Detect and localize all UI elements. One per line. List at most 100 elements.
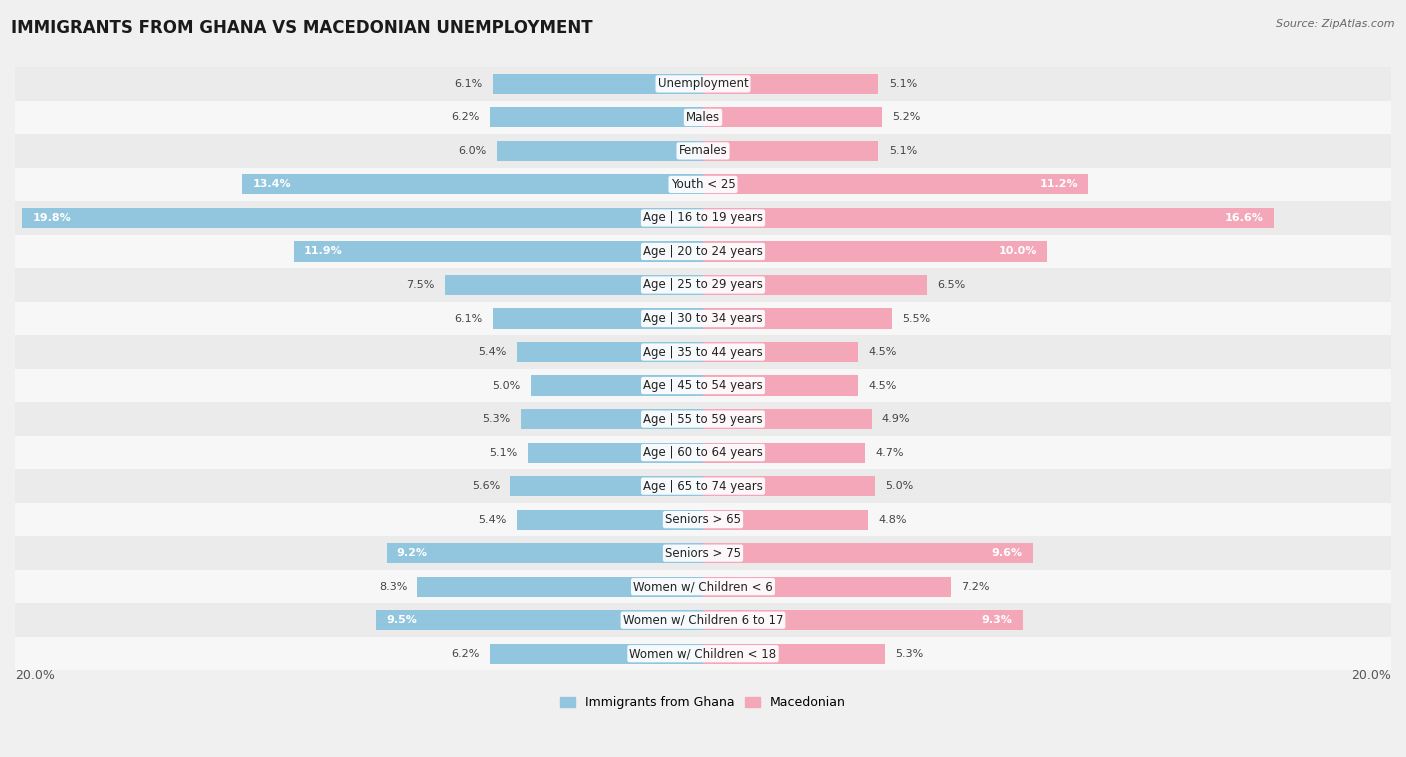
Text: 11.9%: 11.9% (304, 247, 343, 257)
Text: 19.8%: 19.8% (32, 213, 70, 223)
Text: 6.1%: 6.1% (454, 313, 482, 323)
Text: Women w/ Children < 6: Women w/ Children < 6 (633, 580, 773, 593)
Bar (387, 543, 703, 563)
Bar (703, 74, 879, 94)
Text: 20.0%: 20.0% (15, 669, 55, 682)
Bar (531, 375, 703, 396)
Text: 5.0%: 5.0% (886, 481, 914, 491)
Bar (446, 275, 703, 295)
Bar (703, 174, 1088, 195)
Text: 6.5%: 6.5% (936, 280, 965, 290)
Text: Age | 65 to 74 years: Age | 65 to 74 years (643, 480, 763, 493)
Bar (418, 577, 703, 597)
Text: 4.5%: 4.5% (868, 381, 897, 391)
Text: 13.4%: 13.4% (252, 179, 291, 189)
Text: 5.2%: 5.2% (893, 112, 921, 123)
Bar (703, 342, 858, 362)
Bar (703, 643, 886, 664)
Text: 6.0%: 6.0% (458, 146, 486, 156)
Bar (489, 643, 703, 664)
Text: Age | 55 to 59 years: Age | 55 to 59 years (643, 413, 763, 425)
Text: 7.5%: 7.5% (406, 280, 434, 290)
Text: Age | 30 to 34 years: Age | 30 to 34 years (643, 312, 763, 325)
Text: 20.0%: 20.0% (1351, 669, 1391, 682)
Bar (15, 537, 1391, 570)
Bar (703, 443, 865, 463)
Text: 5.4%: 5.4% (478, 347, 508, 357)
Text: Seniors > 65: Seniors > 65 (665, 513, 741, 526)
Bar (527, 443, 703, 463)
Text: 5.5%: 5.5% (903, 313, 931, 323)
Bar (294, 241, 703, 261)
Text: 5.3%: 5.3% (896, 649, 924, 659)
Bar (15, 570, 1391, 603)
Bar (494, 74, 703, 94)
Legend: Immigrants from Ghana, Macedonian: Immigrants from Ghana, Macedonian (555, 691, 851, 714)
Text: Unemployment: Unemployment (658, 77, 748, 90)
Text: 16.6%: 16.6% (1225, 213, 1264, 223)
Bar (15, 369, 1391, 402)
Bar (489, 107, 703, 127)
Text: Seniors > 75: Seniors > 75 (665, 547, 741, 559)
Bar (242, 174, 703, 195)
Bar (15, 235, 1391, 268)
Bar (517, 509, 703, 530)
Bar (703, 610, 1024, 631)
Text: Youth < 25: Youth < 25 (671, 178, 735, 191)
Text: Women w/ Children 6 to 17: Women w/ Children 6 to 17 (623, 614, 783, 627)
Text: 5.1%: 5.1% (489, 447, 517, 457)
Bar (496, 141, 703, 161)
Text: Age | 45 to 54 years: Age | 45 to 54 years (643, 379, 763, 392)
Text: Source: ZipAtlas.com: Source: ZipAtlas.com (1277, 19, 1395, 29)
Bar (703, 577, 950, 597)
Text: IMMIGRANTS FROM GHANA VS MACEDONIAN UNEMPLOYMENT: IMMIGRANTS FROM GHANA VS MACEDONIAN UNEM… (11, 19, 593, 37)
Text: 4.9%: 4.9% (882, 414, 910, 424)
Bar (15, 436, 1391, 469)
Bar (15, 503, 1391, 537)
Bar (703, 241, 1047, 261)
Bar (377, 610, 703, 631)
Text: 7.2%: 7.2% (960, 581, 990, 592)
Text: Age | 20 to 24 years: Age | 20 to 24 years (643, 245, 763, 258)
Text: Age | 16 to 19 years: Age | 16 to 19 years (643, 211, 763, 225)
Bar (494, 308, 703, 329)
Bar (703, 208, 1274, 228)
Bar (703, 375, 858, 396)
Bar (703, 509, 868, 530)
Bar (15, 101, 1391, 134)
Bar (15, 603, 1391, 637)
Text: 4.7%: 4.7% (875, 447, 904, 457)
Text: Males: Males (686, 111, 720, 124)
Text: 10.0%: 10.0% (998, 247, 1036, 257)
Text: 5.3%: 5.3% (482, 414, 510, 424)
Bar (15, 268, 1391, 302)
Bar (517, 342, 703, 362)
Bar (703, 543, 1033, 563)
Text: 8.3%: 8.3% (378, 581, 408, 592)
Bar (520, 409, 703, 429)
Bar (15, 469, 1391, 503)
Text: 5.1%: 5.1% (889, 79, 917, 89)
Text: 6.2%: 6.2% (451, 112, 479, 123)
Bar (15, 637, 1391, 671)
Bar (15, 402, 1391, 436)
Bar (703, 308, 893, 329)
Bar (703, 409, 872, 429)
Text: 4.8%: 4.8% (879, 515, 907, 525)
Bar (15, 168, 1391, 201)
Text: Age | 35 to 44 years: Age | 35 to 44 years (643, 345, 763, 359)
Text: 4.5%: 4.5% (868, 347, 897, 357)
Text: Women w/ Children < 18: Women w/ Children < 18 (630, 647, 776, 660)
Text: Females: Females (679, 145, 727, 157)
Text: 11.2%: 11.2% (1039, 179, 1078, 189)
Text: 5.1%: 5.1% (889, 146, 917, 156)
Bar (703, 275, 927, 295)
Text: Age | 25 to 29 years: Age | 25 to 29 years (643, 279, 763, 291)
Text: 9.2%: 9.2% (396, 548, 427, 558)
Text: 5.6%: 5.6% (472, 481, 501, 491)
Bar (703, 476, 875, 496)
Text: Age | 60 to 64 years: Age | 60 to 64 years (643, 446, 763, 459)
Text: 5.4%: 5.4% (478, 515, 508, 525)
Text: 6.2%: 6.2% (451, 649, 479, 659)
Text: 9.6%: 9.6% (991, 548, 1024, 558)
